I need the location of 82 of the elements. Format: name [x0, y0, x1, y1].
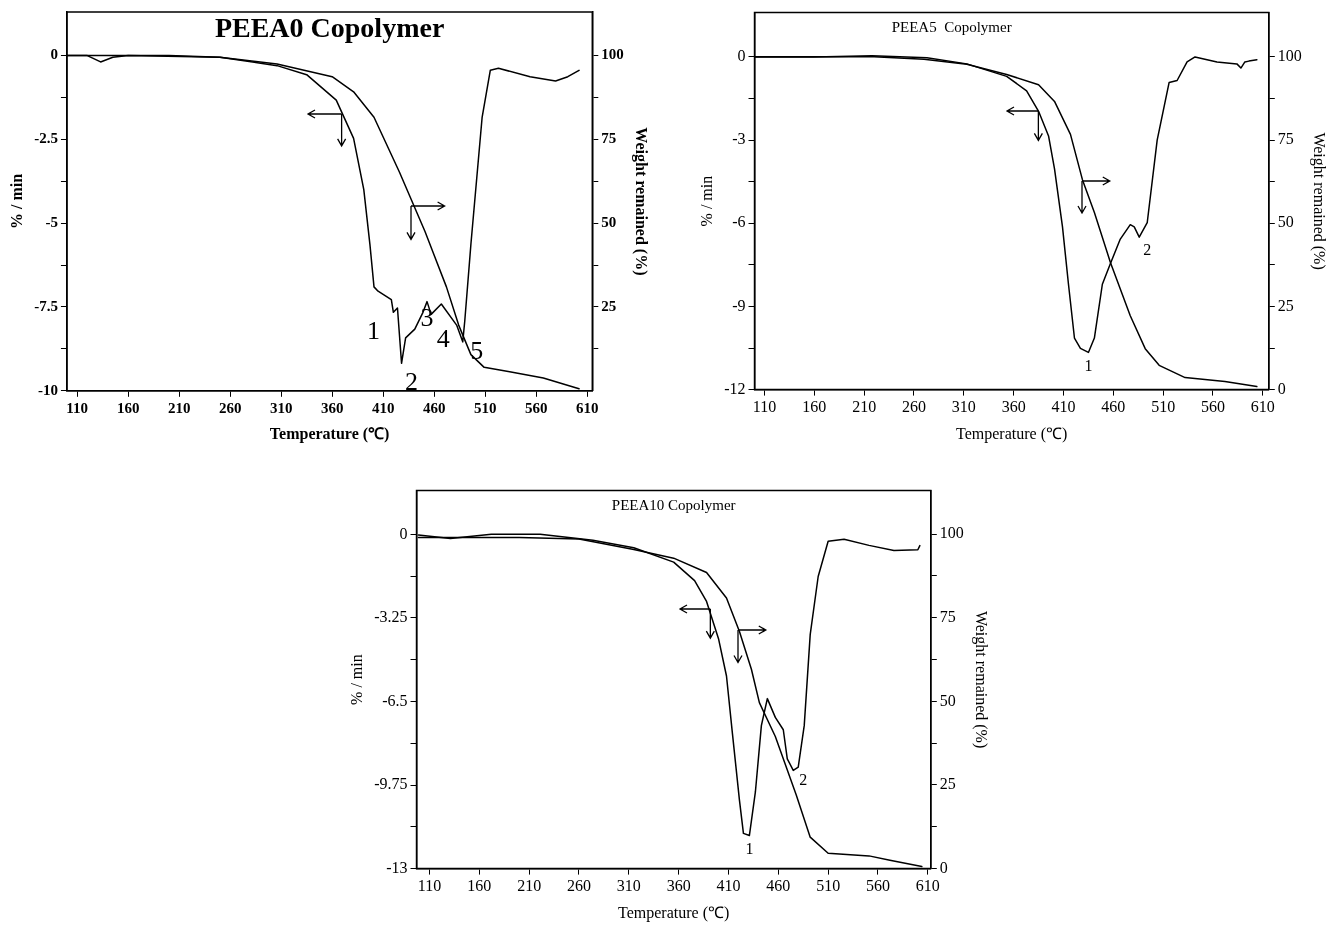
y2-tick-label: 25 — [1277, 296, 1294, 314]
x-tick-label: 610 — [1250, 398, 1275, 416]
x-axis-title: Temperature (℃) — [956, 424, 1068, 443]
y-tick-label: -10 — [37, 381, 58, 398]
y-tick-label: -12 — [724, 379, 746, 397]
x-tick-label: 460 — [1101, 398, 1126, 416]
y2-tick-label: 0 — [1277, 379, 1286, 397]
y-tick-label: -3.25 — [374, 608, 408, 626]
y-tick-label: -2.5 — [34, 130, 58, 147]
chart-title: PEEA0 Copolymer — [214, 12, 445, 44]
x-tick-label: 260 — [218, 399, 242, 416]
y-axis-title: % / min — [697, 175, 715, 227]
x-tick-label: 410 — [1051, 398, 1076, 416]
y-tick-label: -9.75 — [374, 775, 408, 793]
chart-title: PEEA10 Copolymer — [611, 497, 736, 514]
x-tick-label: 360 — [666, 877, 691, 895]
x-tick-label: 160 — [802, 398, 827, 416]
annotation: 2 — [799, 770, 808, 788]
x-tick-label: 610 — [575, 399, 599, 416]
x-tick-label: 410 — [371, 399, 395, 416]
y2-axis-title: Weight remained (%) — [632, 127, 651, 276]
y-tick-label: -13 — [386, 858, 408, 876]
y-tick-label: -7.5 — [34, 297, 58, 314]
chart-title: PEEA5 Copolymer — [891, 19, 1012, 36]
x-tick-label: 410 — [716, 877, 741, 895]
y2-tick-label: 75 — [1277, 130, 1294, 148]
y2-tick-label: 50 — [939, 691, 956, 709]
y2-tick-label: 0 — [939, 858, 948, 876]
x-tick-label: 460 — [766, 877, 791, 895]
x-tick-label: 110 — [752, 398, 777, 416]
x-tick-label: 160 — [116, 399, 140, 416]
x-tick-label: 610 — [915, 877, 940, 895]
x-tick-label: 360 — [320, 399, 344, 416]
annotation: 1 — [366, 316, 380, 346]
x-tick-label: 310 — [951, 398, 976, 416]
x-tick-label: 160 — [467, 877, 492, 895]
y2-axis-title: Weight remained (%) — [972, 610, 991, 749]
x-tick-label: 260 — [566, 877, 591, 895]
x-tick-label: 560 — [865, 877, 890, 895]
y2-tick-label: 75 — [601, 130, 617, 147]
y2-tick-label: 50 — [1277, 213, 1294, 231]
x-tick-label: 360 — [1001, 398, 1026, 416]
y2-tick-label: 100 — [601, 46, 624, 63]
y2-tick-label: 100 — [939, 524, 964, 542]
x-tick-label: 210 — [517, 877, 542, 895]
x-tick-label: 260 — [901, 398, 926, 416]
x-tick-label: 210 — [167, 399, 191, 416]
y-tick-label: -6 — [732, 213, 746, 231]
y-tick-label: -5 — [45, 214, 58, 231]
x-tick-label: 310 — [269, 399, 293, 416]
x-tick-label: 110 — [417, 877, 442, 895]
x-tick-label: 210 — [852, 398, 877, 416]
y-tick-label: -6.5 — [382, 691, 408, 709]
y2-tick-label: 25 — [939, 775, 956, 793]
x-tick-label: 510 — [1151, 398, 1176, 416]
annotation: 2 — [405, 367, 419, 397]
y-axis-title: % / min — [7, 173, 25, 229]
x-tick-label: 560 — [524, 399, 548, 416]
y2-tick-label: 100 — [1277, 47, 1302, 65]
y-axis-title: % / min — [347, 654, 365, 705]
annotation: 2 — [1143, 241, 1152, 259]
y-tick-label: 0 — [50, 46, 58, 63]
x-tick-label: 310 — [616, 877, 641, 895]
y-tick-label: -9 — [732, 296, 746, 314]
annotation: 5 — [470, 335, 484, 365]
y2-tick-label: 75 — [939, 607, 956, 625]
annotation: 1 — [745, 839, 754, 857]
x-axis-title: Temperature (℃) — [618, 903, 730, 922]
y2-axis-title: Weight remained (%) — [1310, 132, 1329, 270]
x-tick-label: 460 — [422, 399, 446, 416]
x-tick-label: 110 — [66, 399, 88, 416]
x-tick-label: 510 — [816, 877, 841, 895]
y-tick-label: 0 — [399, 524, 408, 542]
x-tick-label: 510 — [473, 399, 497, 416]
x-axis-title: Temperature (℃) — [269, 424, 390, 443]
y-tick-label: -3 — [732, 130, 746, 148]
y2-tick-label: 50 — [601, 214, 617, 231]
x-tick-label: 560 — [1200, 398, 1225, 416]
y-tick-label: 0 — [737, 47, 746, 65]
y2-tick-label: 25 — [601, 297, 617, 314]
annotation: 4 — [436, 323, 450, 353]
annotation: 1 — [1084, 356, 1093, 374]
